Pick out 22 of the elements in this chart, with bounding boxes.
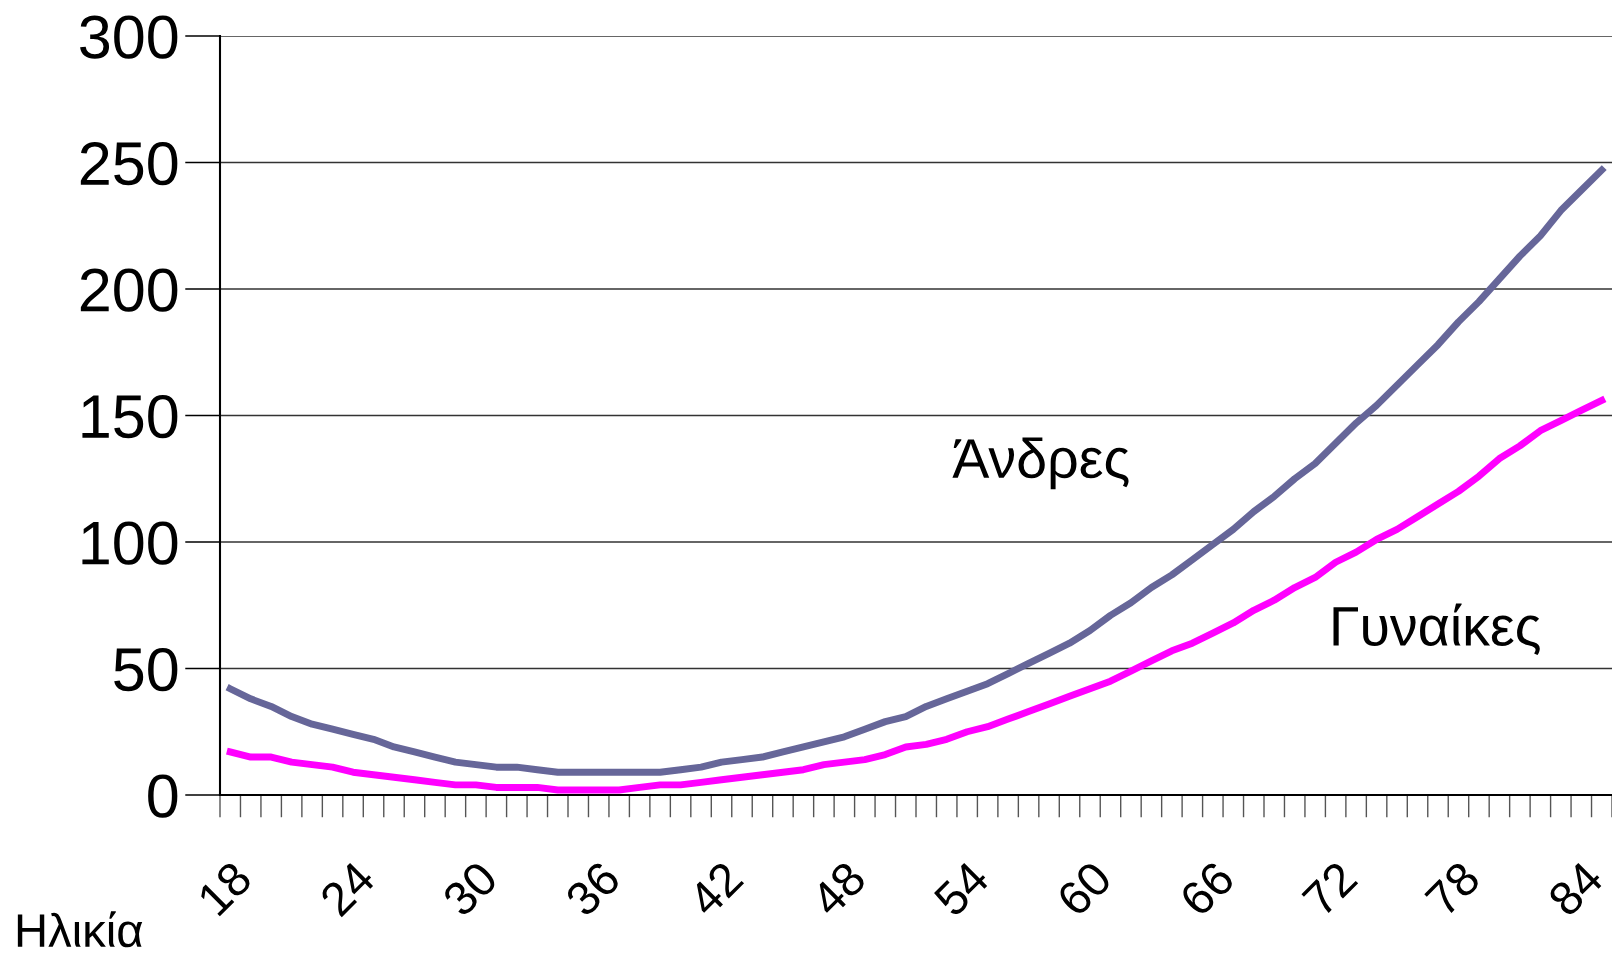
x-tick-label: 24 [318,859,377,918]
x-tick-label: 66 [1178,859,1236,918]
x-tick-label: 60 [1055,859,1114,918]
x-tick-label: 36 [563,859,622,918]
y-tick-label: 150 [82,394,178,439]
y-tick-label: 50 [114,647,178,692]
x-tick-label: 30 [440,859,500,918]
x-axis-title: Ηλικία [17,911,143,948]
series-label: Γυναίκες [1333,603,1540,655]
x-tick-label: 78 [1423,859,1482,918]
x-tick-label: 42 [686,860,745,919]
x-tick-label: 18 [196,859,254,917]
y-tick-label: 300 [80,15,178,59]
y-tick-label: 100 [82,521,178,565]
y-tick-label: 250 [80,141,178,186]
series-label: Άνδρες [952,437,1129,490]
y-tick-label: 200 [80,268,178,312]
x-tick-label: 84 [1546,859,1605,918]
y-tick-label: 0 [148,774,178,818]
x-tick-label: 72 [1301,860,1359,918]
x-tick-label: 54 [932,859,991,918]
x-tick-label: 48 [808,859,868,919]
